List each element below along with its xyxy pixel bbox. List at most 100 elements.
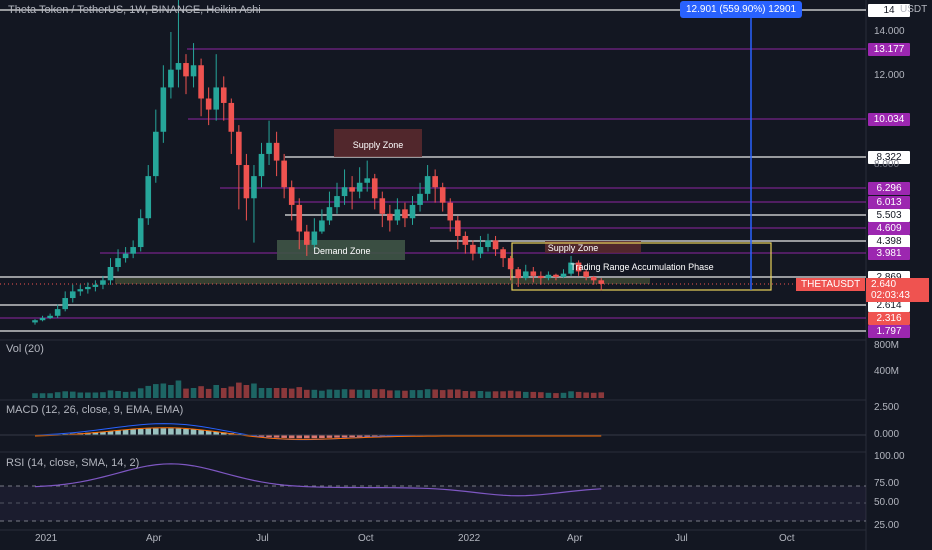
rsi-line — [34, 463, 602, 497]
volume-bar — [500, 391, 506, 398]
volume-bar — [190, 388, 197, 398]
last-price: 2.640 — [871, 279, 897, 290]
macd-histogram-bar — [160, 428, 167, 436]
macd-histogram-bar — [198, 429, 204, 436]
candle-body — [62, 298, 68, 310]
price-tick-12: 12.000 — [874, 70, 905, 81]
volume-bar — [417, 390, 423, 398]
time-tick-oct-22: Oct — [779, 533, 795, 544]
candle-body — [266, 142, 272, 154]
volume-bar — [432, 389, 438, 398]
volume-bar — [553, 393, 559, 398]
macd-histogram-bar — [168, 428, 174, 436]
macd-histogram-bar — [266, 435, 272, 438]
macd-histogram-bar — [258, 435, 265, 437]
candle-body — [296, 204, 303, 232]
volume-bar — [522, 391, 529, 398]
macd-histogram-bar — [379, 435, 386, 437]
rsi-tick-75: 75.00 — [874, 478, 900, 489]
volume-bar — [319, 390, 325, 398]
candle-body — [85, 286, 91, 290]
price-tick-8: 8.000 — [874, 159, 900, 170]
time-tick-apr-22: Apr — [567, 533, 583, 544]
macd-pane-label[interactable]: MACD (12, 26, close, 9, EMA, EMA) — [6, 404, 184, 416]
candle-body — [47, 315, 53, 318]
candle-body — [236, 131, 242, 166]
macd-histogram-bar — [137, 428, 144, 436]
demand-zone-label: Demand Zone — [313, 246, 370, 256]
candle-body — [205, 98, 212, 110]
macd-histogram-bar — [364, 435, 370, 437]
macd-histogram-bar — [319, 435, 325, 439]
candle-body — [251, 176, 257, 199]
macd-histogram-bar — [115, 430, 121, 436]
macd-tick-2500: 2.500 — [874, 402, 900, 413]
candle-body — [553, 274, 559, 277]
volume-bar — [507, 390, 514, 398]
candle-body — [77, 289, 84, 292]
candle-body — [334, 196, 340, 208]
volume-bar — [575, 391, 582, 398]
volume-bar — [349, 389, 355, 398]
volume-bar — [590, 392, 597, 398]
volume-tick-800: 800M — [874, 340, 900, 351]
macd-histogram-bar — [122, 429, 129, 436]
volume-bar — [183, 388, 189, 398]
candle-body — [122, 253, 129, 259]
volume-bar — [560, 392, 567, 398]
volume-bar — [205, 388, 212, 398]
price-label-12: 2.316 — [868, 312, 910, 325]
candle-body — [492, 240, 499, 250]
candle-body — [160, 87, 167, 132]
candle-body — [32, 320, 38, 323]
macd-histogram-bar — [175, 428, 182, 436]
candle-body — [364, 178, 370, 183]
accumulation-band — [115, 278, 650, 284]
price-label-8: 4.398 — [868, 235, 910, 248]
candle-body — [190, 65, 197, 77]
grid-lines — [0, 0, 867, 550]
candle-body — [439, 187, 446, 203]
macd-pane — [0, 423, 866, 441]
macd-histogram-bar — [296, 435, 303, 439]
candle-body — [220, 87, 227, 103]
macd-histogram-bar — [281, 435, 287, 438]
volume-bar — [228, 386, 235, 398]
currency-label[interactable]: USDT — [900, 4, 928, 15]
macd-histogram-bar — [341, 435, 348, 438]
volume-bar — [115, 391, 121, 398]
candle-body — [394, 209, 401, 221]
macd-histogram-bar — [356, 435, 363, 437]
price-label-0: 14 — [868, 4, 910, 17]
volume-bar — [538, 392, 544, 398]
candle-body — [183, 63, 189, 77]
macd-histogram-bar — [130, 429, 136, 436]
volume-bar — [326, 389, 333, 398]
volume-bar — [122, 391, 129, 398]
candle-body — [447, 202, 454, 221]
candle-body — [107, 267, 114, 281]
candle-body — [115, 258, 121, 268]
macd-histogram-bar — [349, 435, 355, 438]
macd-histogram-bar — [311, 435, 318, 439]
candle-body — [319, 220, 325, 232]
candle-body — [137, 218, 144, 248]
volume-pane-label[interactable]: Vol (20) — [6, 343, 44, 355]
macd-histogram-bar — [273, 435, 280, 438]
rsi-pane-label[interactable]: RSI (14, close, SMA, 14, 2) — [6, 457, 140, 469]
volume-bar — [281, 388, 287, 398]
time-tick-2021: 2021 — [35, 533, 58, 544]
candle-body — [54, 309, 61, 316]
candle-body — [568, 262, 574, 274]
volume-bar — [424, 389, 431, 398]
price-label-3: 8.322 — [868, 151, 910, 164]
volume-bar — [409, 390, 416, 398]
volume-bar — [439, 390, 446, 398]
macd-histogram-bar — [107, 431, 114, 436]
price-label-1: 13.177 — [868, 43, 910, 56]
candle-body — [243, 165, 250, 199]
rsi-tick-100: 100.00 — [874, 451, 905, 462]
candle-body — [304, 231, 310, 245]
